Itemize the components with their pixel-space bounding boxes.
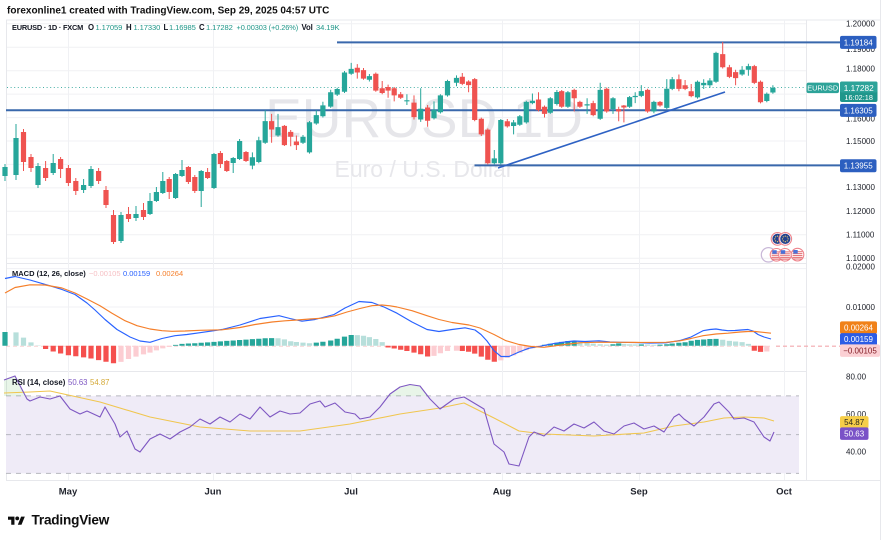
svg-text:1.11000: 1.11000 [846,231,875,240]
svg-text:1.17282: 1.17282 [206,23,233,32]
svg-text:1.17059: 1.17059 [96,23,123,32]
svg-text:Vol: Vol [302,23,313,32]
svg-text:EURUSD · 1D · FXCM: EURUSD · 1D · FXCM [12,23,83,32]
svg-text:O: O [88,23,94,32]
svg-text:Oct: Oct [776,487,793,498]
svg-text:Jun: Jun [205,487,222,498]
svg-text:1.13000: 1.13000 [846,183,875,192]
svg-text:MACD (12, 26, close): MACD (12, 26, close) [12,269,86,278]
svg-text:0.00264: 0.00264 [156,269,183,278]
svg-text:1.12000: 1.12000 [846,207,875,216]
svg-text:80.00: 80.00 [846,372,867,381]
svg-text:1.18000: 1.18000 [846,65,875,74]
svg-text:+0.00303 (+0.26%): +0.00303 (+0.26%) [237,23,299,32]
svg-text:Sep: Sep [630,487,648,498]
svg-text:1.17330: 1.17330 [134,23,161,32]
svg-text:Jul: Jul [344,487,358,498]
svg-text:1.10000: 1.10000 [846,254,875,263]
svg-text:54.87: 54.87 [844,418,865,427]
svg-text:34.19K: 34.19K [316,23,340,32]
svg-text:H: H [126,23,132,32]
svg-text:EURUSD: EURUSD [807,84,838,93]
svg-text:Aug: Aug [493,487,512,498]
svg-text:50.63: 50.63 [68,378,88,387]
svg-text:−0.00105: −0.00105 [89,269,121,278]
svg-text:RSI (14, close): RSI (14, close) [12,378,66,387]
svg-text:1.17282: 1.17282 [844,83,874,93]
svg-text:16:02:18: 16:02:18 [844,93,872,102]
svg-text:Euro / U.S. Dollar: Euro / U.S. Dollar [335,156,514,182]
svg-text:50.63: 50.63 [844,430,865,439]
svg-text:1.19184: 1.19184 [844,38,873,47]
svg-text:1.16000: 1.16000 [846,114,875,123]
svg-text:0.02000: 0.02000 [846,262,875,271]
svg-text:1.16305: 1.16305 [844,106,873,115]
svg-text:TradingView: TradingView [32,513,110,528]
svg-text:1.19000: 1.19000 [846,45,875,54]
svg-text:1.13955: 1.13955 [844,162,873,171]
svg-text:0.00159: 0.00159 [844,335,873,344]
svg-text:0.00159: 0.00159 [123,269,150,278]
svg-text:C: C [199,23,205,32]
svg-text:forexonline1 created with Trad: forexonline1 created with TradingView.co… [7,6,329,17]
svg-text:May: May [59,487,78,498]
svg-text:1.20000: 1.20000 [846,20,875,29]
svg-text:60.00: 60.00 [846,410,867,419]
svg-text:1.16985: 1.16985 [169,23,196,32]
svg-text:L: L [164,23,169,32]
svg-text:EURUSD 1D: EURUSD 1D [265,87,583,149]
svg-text:0.00264: 0.00264 [844,324,873,333]
svg-text:−0.00105: −0.00105 [843,347,877,356]
svg-text:40.00: 40.00 [846,448,867,457]
svg-text:1.15000: 1.15000 [846,137,875,146]
svg-text:54.87: 54.87 [90,378,110,387]
svg-text:0.01000: 0.01000 [846,303,875,312]
